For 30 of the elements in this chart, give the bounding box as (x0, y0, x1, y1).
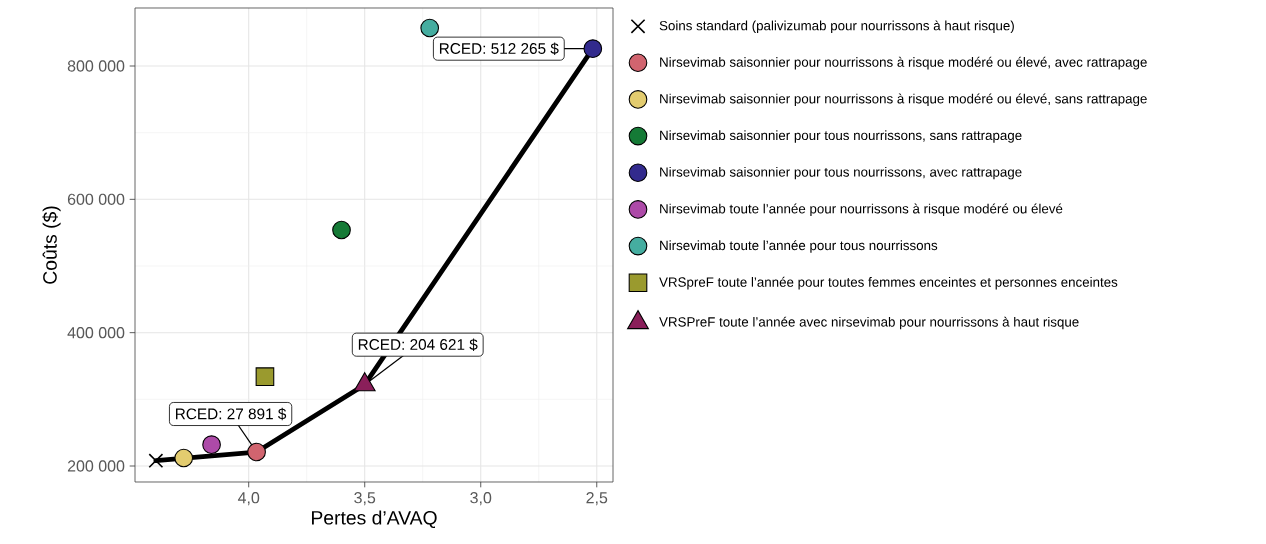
point (255, 367, 275, 387)
legend-label: Nirsevimab saisonnier pour tous nourrissons, avec rattrapage (660, 166, 1022, 180)
legend-label: Nirsevimab saisonnier pour nourrissons à risque modéré ou élevé, sans rattrapage (660, 93, 1147, 107)
legend-label: Nirsevimab saisonnier pour tous nourrissons, sans rattrapage (660, 130, 1022, 143)
x-tick-label: 4,0 (237, 492, 260, 506)
point (174, 448, 194, 468)
legend-label: Nirsevimab saisonnier pour nourrissons à risque modéré ou élevé, avec rattrapage (660, 56, 1147, 70)
point (148, 453, 164, 469)
legend-label: Nirsevimab toute l’année pour nourrissons à risque modéré ou élevé (660, 203, 1063, 217)
legend-label: Soins standard (palivizumab pour nourrissons à haut risque) (659, 20, 1014, 33)
point (202, 435, 221, 455)
legend-label: VRSpreF toute l’année pour toutes femmes enceintes et personnes enceintes (659, 276, 1118, 290)
point (247, 442, 266, 462)
y-tick-label: 800 000 (67, 60, 125, 72)
point (583, 39, 603, 59)
point (420, 18, 440, 38)
point (332, 220, 351, 240)
x-tick-label: 3,5 (354, 492, 376, 506)
x-axis-title: Pertes d’AVAQ (312, 510, 437, 529)
legend-label: Nirsevimab toute l’année pour tous nourrissons (660, 240, 938, 253)
y-tick-label: 200 000 (67, 460, 125, 472)
y-tick-label: 400 000 (67, 327, 125, 339)
y-tick-label: 600 000 (67, 193, 125, 205)
annotation: RCED: 27 891 $ (176, 407, 287, 421)
y-axis-title: Coûts ($) (42, 206, 61, 284)
annotation: RCED: 204 621 $ (358, 338, 478, 351)
legend-label: VRSPreF toute l’année avec nirsevimab pour nourrissons à haut risque (659, 316, 1079, 330)
annotation: RCED: 512 265 $ (439, 42, 559, 55)
x-tick-label: 2,5 (586, 492, 608, 506)
x-tick-label: 3,0 (470, 492, 492, 506)
